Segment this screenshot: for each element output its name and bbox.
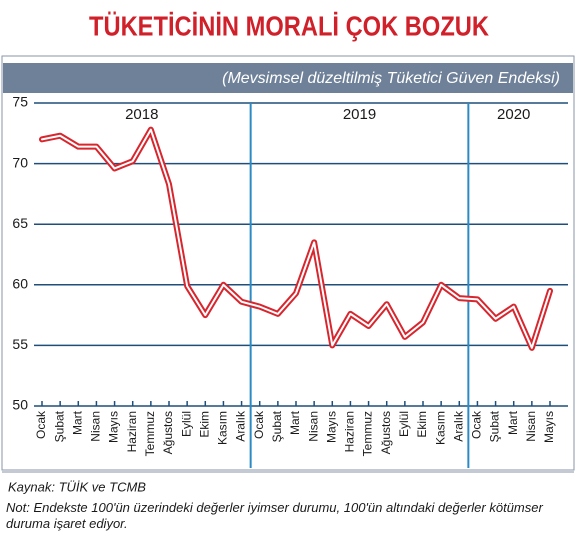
chart-subtitle: (Mevsimsel düzeltilmiş Tüketici Güven En… <box>222 70 560 87</box>
x-tick-label: Ekim <box>415 411 429 438</box>
y-tick-label: 55 <box>12 336 28 352</box>
y-tick-label: 70 <box>12 154 28 170</box>
x-tick-label: Mayıs <box>542 411 556 443</box>
x-tick-label: Ocak <box>252 410 266 439</box>
y-tick-label: 75 <box>12 94 28 110</box>
x-tick-label: Eylül <box>397 411 411 437</box>
x-tick-label: Eylül <box>179 411 193 437</box>
x-tick-label: Haziran <box>343 411 357 452</box>
frame <box>1 55 575 471</box>
x-tick-label: Aralık <box>234 410 248 442</box>
x-tick-label: Nisan <box>524 411 538 442</box>
year-label: 2018 <box>125 106 158 123</box>
y-tick-label: 65 <box>12 215 28 231</box>
x-tick-label: Şubat <box>270 410 284 442</box>
x-tick-label: Kasım <box>433 411 447 445</box>
note: Not: Endekste 100'ün üzerindeki değerler… <box>6 500 543 531</box>
x-tick-label: Kasım <box>216 411 230 445</box>
chart-title: TÜKETİCİNİN MORALİ ÇOK BOZUK <box>89 10 489 41</box>
source: Kaynak: TÜİK ve TCMB <box>8 479 146 494</box>
x-tick-label: Temmuz <box>361 411 375 456</box>
y-tick-label: 50 <box>12 397 28 413</box>
subtitle-band <box>3 63 573 93</box>
x-tick-label: Şubat <box>52 410 66 442</box>
x-tick-label: Ekim <box>197 411 211 438</box>
year-label: 2020 <box>497 106 530 123</box>
x-tick-label: Mart <box>70 410 84 435</box>
x-tick-label: Ağustos <box>161 411 175 454</box>
x-tick-label: Nisan <box>306 411 320 442</box>
data-line <box>39 126 553 351</box>
x-tick-label: Haziran <box>125 411 139 452</box>
x-tick-label: Ağustos <box>379 411 393 454</box>
y-tick-label: 60 <box>12 276 28 292</box>
x-tick-label: Ocak <box>470 410 484 439</box>
x-tick-label: Ocak <box>34 410 48 439</box>
x-tick-label: Temmuz <box>143 411 157 456</box>
x-tick-label: Nisan <box>89 411 103 442</box>
x-tick-label: Mayıs <box>324 411 338 443</box>
year-label: 2019 <box>343 106 376 123</box>
x-tick-label: Aralık <box>451 410 465 442</box>
x-tick-label: Mayıs <box>107 411 121 443</box>
data-line-highlight <box>41 128 551 349</box>
x-tick-label: Mart <box>288 410 302 435</box>
x-tick-label: Mart <box>506 410 520 435</box>
note-box: Not: Endekste 100'ün üzerindeki değerler… <box>6 500 543 531</box>
x-tick-label: Şubat <box>488 410 502 442</box>
